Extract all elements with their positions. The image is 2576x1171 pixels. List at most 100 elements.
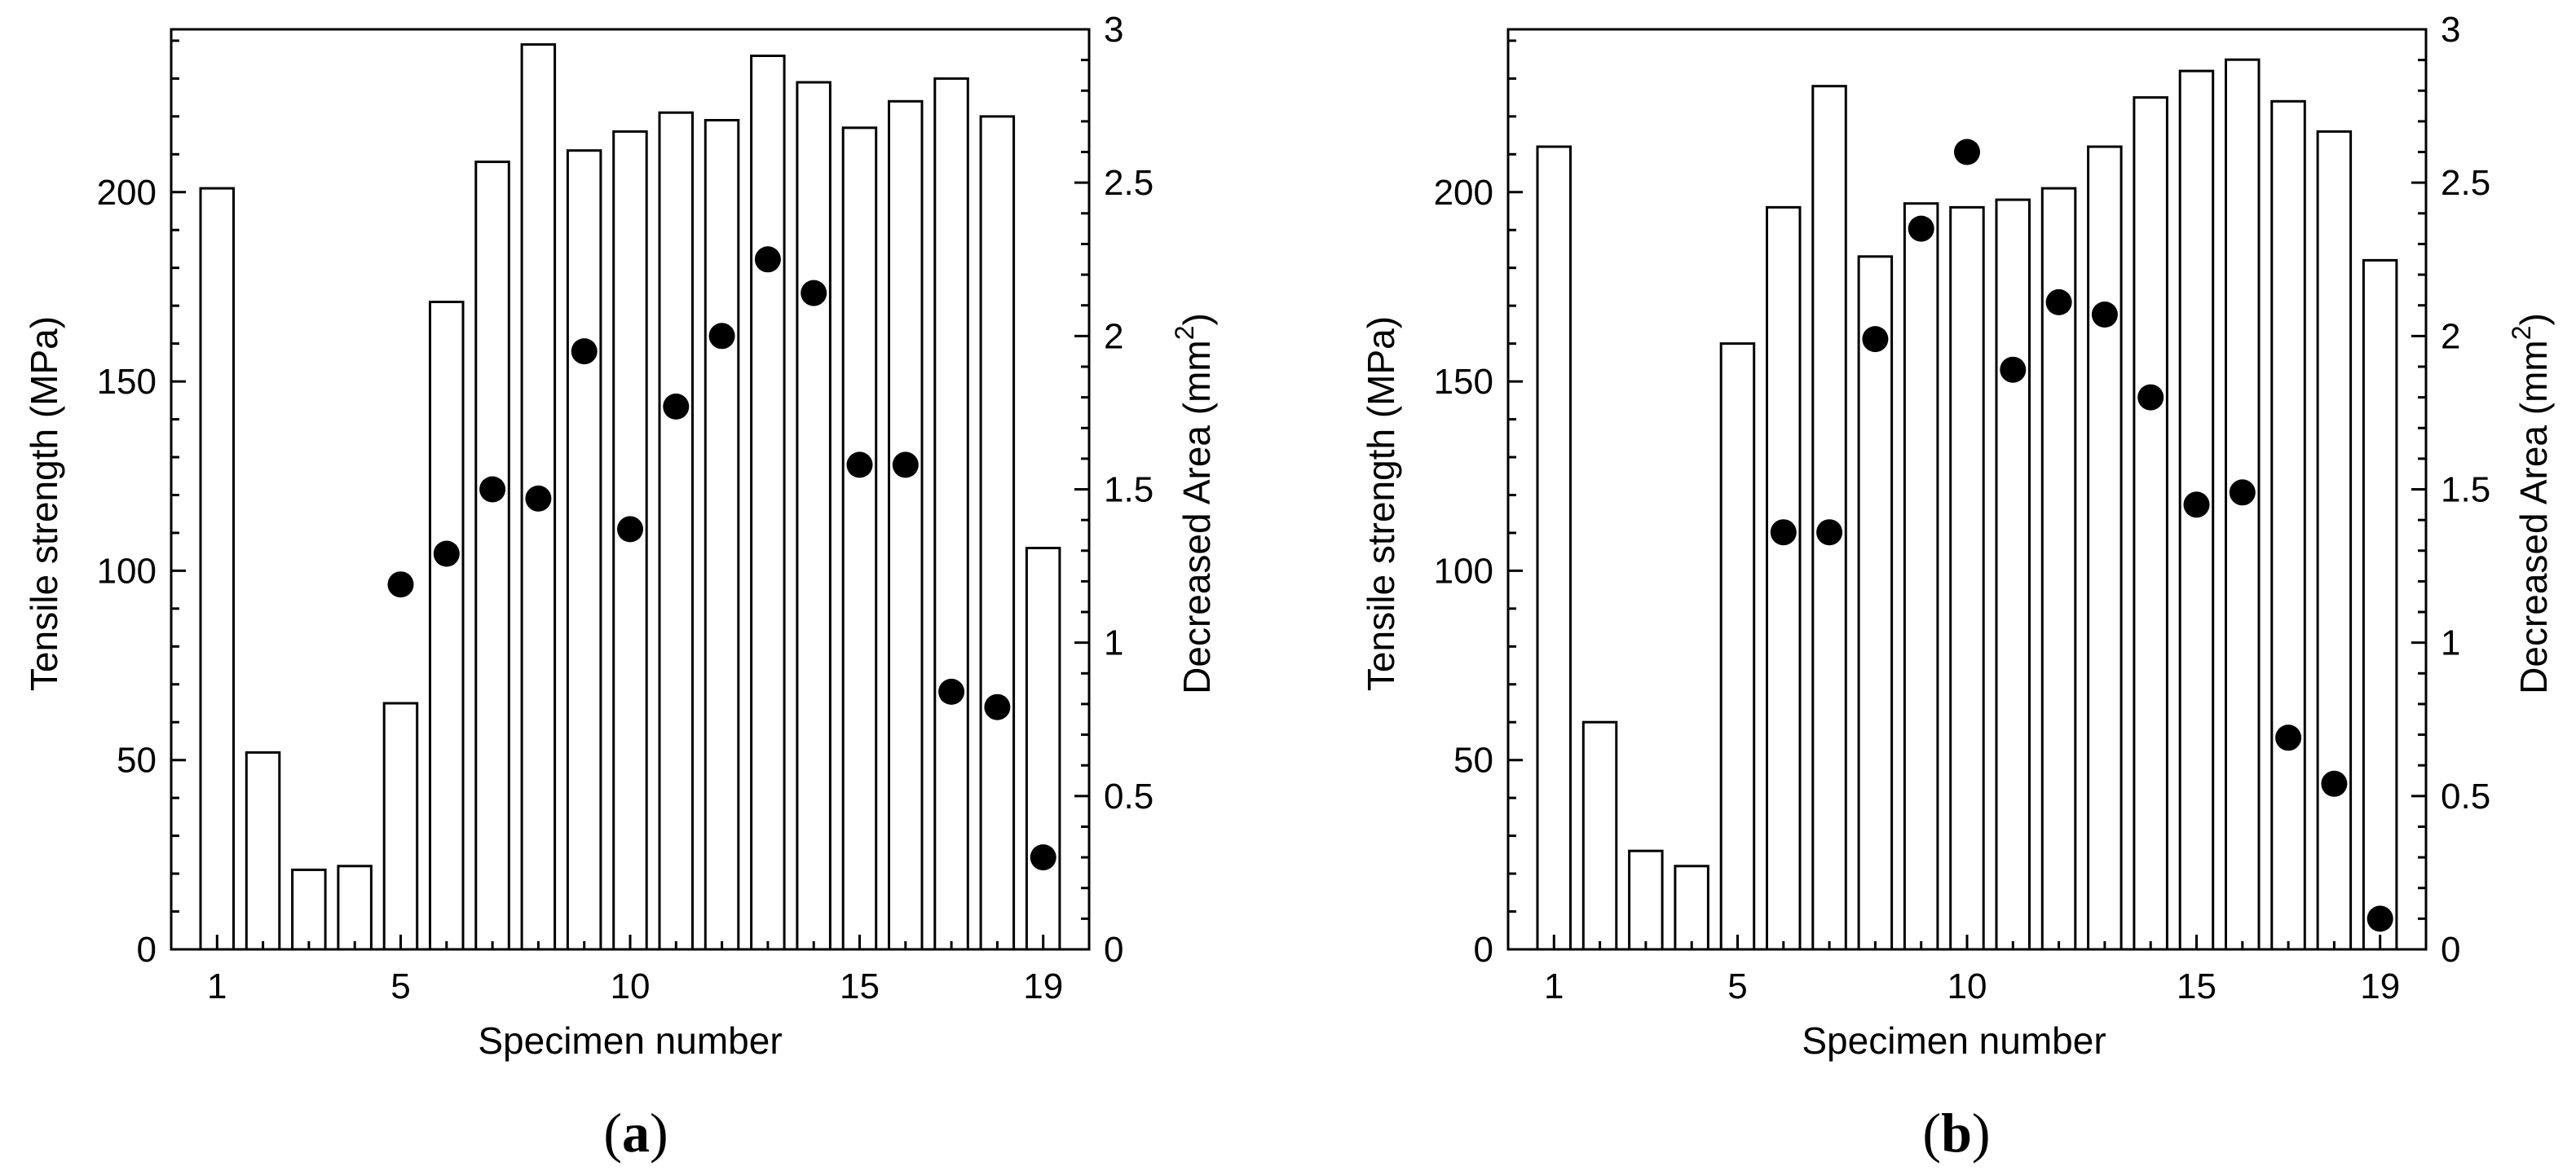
- panel-b-marker-11: [2000, 356, 2027, 383]
- panel-b-marker-13: [2091, 302, 2118, 328]
- panel-a-bar-18: [979, 115, 1016, 951]
- panel-b-xtick-label-5: 5: [1727, 966, 1747, 1006]
- panel-b-bar-10: [1949, 205, 1985, 951]
- panel-b-bar-14: [2133, 96, 2168, 951]
- panel-b-bar-2: [1581, 720, 1618, 951]
- panel-a-xtick-label-10: 10: [611, 966, 651, 1006]
- panel-b-ytick-label-200: 200: [1434, 173, 1493, 213]
- panel-a-marker-9: [571, 338, 598, 365]
- panel-b-y2tick-label-4: 2: [2441, 316, 2460, 356]
- panel-b-marker-14: [2137, 384, 2164, 411]
- panel-a-ytick-label-100: 100: [97, 551, 157, 591]
- panel-a-bar-11: [658, 111, 694, 951]
- panel-b-bar-1: [1536, 145, 1572, 951]
- panel-a-bar-19: [1025, 547, 1061, 951]
- panel-a-bar-2: [245, 751, 281, 951]
- panel-b-bar-5: [1719, 342, 1756, 951]
- panel-a-marker-16: [892, 451, 919, 478]
- panel-b-xlabel: Specimen number: [1802, 1019, 2106, 1062]
- panel-a-marker-13: [754, 246, 781, 273]
- panel-a-marker-10: [617, 516, 643, 543]
- panel-b-xtick-label-15: 15: [2177, 966, 2217, 1006]
- panel-a-xtick-label-15: 15: [840, 966, 880, 1006]
- panel-b-marker-10: [1954, 139, 1980, 165]
- panel-a-bar-17: [933, 77, 969, 951]
- panel-b-marker-8: [1862, 326, 1889, 353]
- panel-b-marker-17: [2275, 724, 2302, 751]
- panel-b-bar-13: [2087, 145, 2123, 951]
- panel-b-marker-6: [1770, 519, 1797, 546]
- panel-a-bar-7: [474, 161, 510, 951]
- panel-b-ytick-label-0: 0: [1474, 930, 1493, 970]
- panel-a-marker-11: [663, 393, 690, 420]
- panel-b-marker-19: [2366, 905, 2393, 932]
- panel-b-marker-7: [1816, 519, 1843, 546]
- panel-a-ytick-label-150: 150: [97, 362, 157, 402]
- panel-a-bars: [199, 43, 1061, 951]
- panel-a-bar-12: [704, 119, 740, 951]
- panel-b-bar-9: [1903, 202, 1939, 951]
- panel-a-marker-6: [433, 540, 460, 567]
- panel-b-bar-17: [2270, 99, 2306, 951]
- panel-a-xtick-label-19: 19: [1023, 966, 1063, 1006]
- panel-a-bar-1: [199, 187, 235, 951]
- panel-b-xtick-label-1: 1: [1544, 966, 1564, 1006]
- panel-b-axes: [1506, 28, 2428, 951]
- panel-a-marker-17: [938, 678, 965, 705]
- panel-a-marker-18: [984, 693, 1011, 720]
- panel-a-ytick-label-0: 0: [137, 930, 157, 970]
- panel-b-markers: [1770, 139, 2393, 932]
- panel-a-y2tick-label-3: 1.5: [1104, 470, 1153, 510]
- panel-b-bar-8: [1857, 255, 1894, 951]
- panel-a-y2tick-label-1: 0.5: [1104, 777, 1153, 817]
- panel-a-marker-15: [846, 451, 873, 478]
- panel-a-axes: [170, 28, 1091, 951]
- panel-a-y2tick-label-5: 2.5: [1104, 163, 1153, 203]
- panel-a-bar-9: [566, 149, 602, 951]
- panel-b-marker-18: [2321, 770, 2348, 797]
- panel-b-y2label: Decreased Area (mm2): [2507, 313, 2555, 694]
- panel-b-bar-19: [2362, 258, 2398, 951]
- panel-b-y2tick-label-1: 0.5: [2441, 777, 2490, 817]
- panel-b-ytick-label-50: 50: [1453, 741, 1493, 781]
- panel-a-y2label: Decreased Area (mm2): [1170, 313, 1218, 694]
- panel-a-bar-13: [750, 55, 786, 951]
- panel-b-xtick-label-19: 19: [2360, 966, 2400, 1006]
- panel-a-marker-7: [479, 476, 506, 503]
- panel-a-y2tick-label-0: 0: [1104, 930, 1123, 970]
- panel-a-marker-19: [1030, 844, 1056, 871]
- panel-a-y2tick-label-4: 2: [1104, 316, 1123, 356]
- panel-b-bar-6: [1766, 205, 1802, 951]
- panel-a-xlabel: Specimen number: [478, 1019, 782, 1062]
- panel-b-y2tick-label-3: 1.5: [2441, 470, 2490, 510]
- panel-b-label: (b): [1922, 1102, 1990, 1164]
- panel-a-bar-14: [796, 81, 831, 951]
- panel-b-y2tick-label-2: 1: [2441, 623, 2460, 663]
- panel-a-ytick-label-200: 200: [97, 173, 157, 213]
- panel-a-marker-12: [708, 323, 735, 350]
- panel-b-bar-7: [1811, 85, 1847, 951]
- panel-a-marker-8: [525, 485, 552, 512]
- panel-a-marker-14: [801, 280, 827, 306]
- panel-a-bar-6: [429, 301, 465, 951]
- panel-b-bar-4: [1674, 865, 1709, 951]
- panel-a-xtick-label-1: 1: [207, 966, 227, 1006]
- panel-a-label: (a): [603, 1102, 668, 1164]
- panel-b-marker-9: [1908, 215, 1934, 242]
- panel-a-markers: [387, 246, 1056, 871]
- panel-a-ytick-label-50: 50: [117, 741, 157, 781]
- panel-a-bar-16: [888, 99, 924, 951]
- panel-b-ylabel: Tensile strength (MPa): [1360, 316, 1402, 691]
- panel-b-bar-11: [1995, 198, 2031, 951]
- panel-a-xtick-label-5: 5: [390, 966, 410, 1006]
- panel-b-marker-16: [2229, 479, 2256, 506]
- panel-a-ylabel: Tensile strength (MPa): [23, 316, 65, 691]
- panel-a-bar-15: [841, 126, 878, 951]
- panel-b-marker-15: [2183, 491, 2210, 518]
- panel-a-y2tick-label-6: 3: [1104, 10, 1123, 50]
- panel-a-bar-4: [337, 865, 373, 951]
